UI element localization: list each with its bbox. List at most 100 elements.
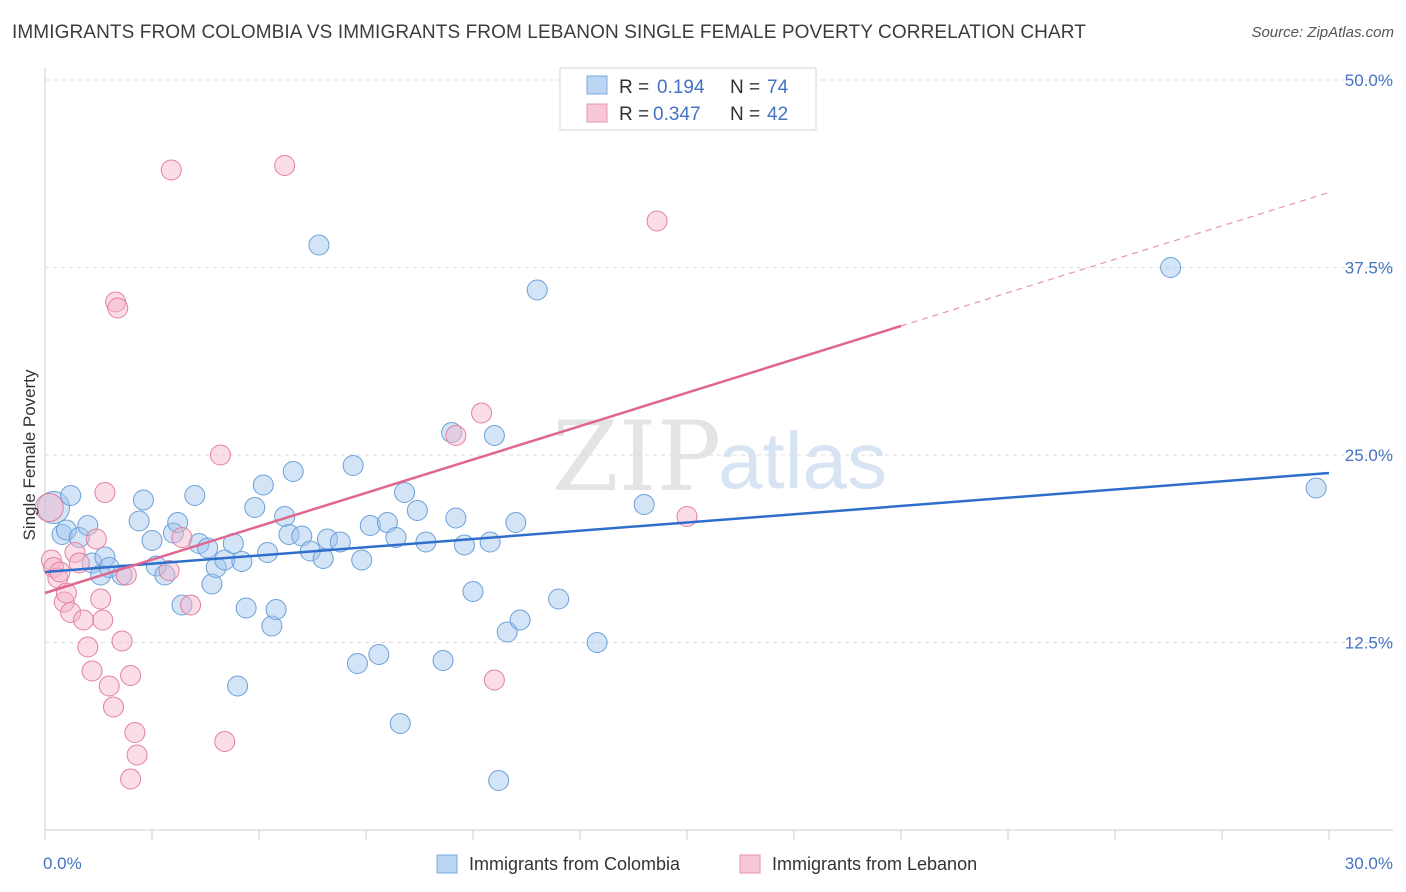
point-s1-10 [73,609,95,631]
y-tick-label-1: 25.0% [1345,446,1393,465]
x-tick-label-1: 30.0% [1345,854,1393,873]
legend-r-value-colombia: 0.194 [657,77,705,98]
point-s0-19 [184,485,206,506]
point-s0-29 [244,497,266,518]
legend-n-value-lebanon: 42 [767,104,788,125]
bottom-legend-label-colombia: Immigrants from Colombia [469,854,681,874]
point-s1-16 [94,482,116,503]
point-s1-35 [471,402,493,424]
point-s0-51 [394,482,416,503]
point-s0-58 [462,581,484,602]
chart-source: Source: ZipAtlas.com [1251,24,1394,41]
point-s0-68 [633,494,655,515]
point-s1-11 [77,636,99,658]
point-s0-12 [132,489,154,511]
point-s0-56 [445,507,467,529]
bottom-legend-swatch-lebanon [739,854,761,874]
bottom-legend-label-lebanon: Immigrants from Lebanon [772,854,977,874]
point-s0-67 [586,632,608,653]
point-s1-15 [92,609,114,631]
x-tick-label-0: 0.0% [43,854,82,873]
point-s1-28 [160,159,182,181]
point-s0-66 [548,588,570,610]
point-s0-27 [231,551,253,572]
point-s0-44 [346,653,368,674]
point-s1-27 [158,560,180,581]
point-s1-13 [85,528,107,550]
point-s0-3 [60,485,82,506]
point-s1-20 [107,297,129,319]
point-s0-43 [342,455,364,476]
point-s1-14 [90,588,112,610]
watermark: ZIP atlas [552,401,887,513]
point-s1-23 [120,665,142,686]
point-s0-54 [432,650,454,671]
point-s0-28 [235,597,257,619]
point-s0-33 [265,599,287,620]
point-s1-17 [98,675,120,697]
y-axis-label: Single Female Poverty [20,369,39,541]
point-s1-25 [126,744,148,766]
y-tick-label-0: 12.5% [1345,634,1393,653]
point-s0-52 [406,500,428,521]
trend-line-s1 [44,324,902,595]
point-s0-34 [274,506,296,527]
chart-title: IMMIGRANTS FROM COLOMBIA VS IMMIGRANTS F… [12,22,1086,43]
point-s0-13 [141,530,163,551]
y-tick-layer: 12.5% 25.0% 37.5% 50.0% [1345,71,1393,653]
point-s1-32 [214,731,236,752]
trend-layer [44,191,1330,595]
point-s0-64 [509,609,531,631]
point-s0-50 [389,713,411,734]
trend-extension-s1 [900,191,1330,327]
point-s1-29 [171,527,193,548]
legend-r-value-lebanon: 0.347 [653,104,701,125]
point-s1-24 [124,722,146,743]
point-s1-30 [180,594,202,616]
point-s0-47 [368,644,390,665]
point-s0-11 [128,510,150,532]
point-s0-5 [77,515,99,536]
point-s1-26 [120,768,142,790]
point-s0-60 [483,425,505,446]
point-s0-59 [479,531,501,553]
y-tick-label-2: 37.5% [1345,259,1393,278]
point-s0-31 [257,542,279,563]
watermark-zip: ZIP [552,401,721,513]
point-s0-30 [252,474,274,496]
legend-swatch-colombia [586,75,608,95]
point-s0-69 [1160,257,1182,278]
point-s0-26 [227,675,249,697]
point-s1-33 [274,155,296,176]
x-tick-layer: 0.0% 30.0% [43,830,1393,873]
point-s0-61 [488,770,510,791]
point-s1-37 [646,210,668,232]
watermark-atlas: atlas [718,416,887,505]
point-s1-36 [483,669,505,691]
point-s1-7 [60,602,82,623]
point-s0-63 [505,512,527,533]
legend: R = 0.194 N = 74 R = 0.347 N = 42 [559,67,817,131]
legend-r-label-lebanon: R = [619,104,649,125]
legend-r-label-colombia: R = [619,77,649,98]
point-s0-23 [205,557,227,578]
point-s1-18 [102,696,124,718]
y-tick-label-3: 50.0% [1345,71,1393,90]
point-s0-46 [359,515,381,536]
point-s0-45 [351,549,373,571]
point-s1-0 [34,493,64,522]
point-s0-18 [171,594,193,616]
trend-line-s0 [44,471,1330,574]
legend-n-label-colombia: N = [730,77,760,98]
points-layer [34,155,1327,791]
point-s0-62 [496,621,518,643]
point-s1-8 [64,542,86,563]
point-s1-12 [81,660,103,682]
point-s0-42 [329,531,351,553]
point-s0-22 [201,573,223,595]
point-s0-36 [282,461,304,482]
point-s1-5 [53,591,75,613]
point-s0-65 [526,279,548,301]
